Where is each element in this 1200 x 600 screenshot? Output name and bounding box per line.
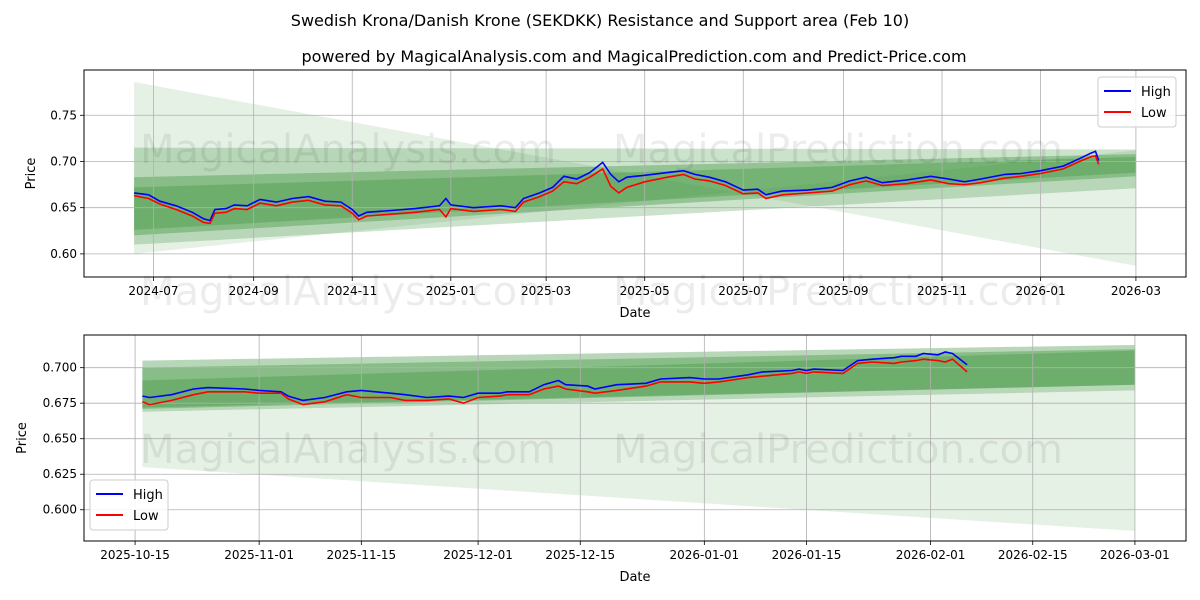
- x-tick-label: 2024-07: [128, 284, 178, 298]
- x-tick-label: 2025-01: [426, 284, 476, 298]
- top-chart: 2024-07 2024-09 2024-11 2025-01 2025-03 2025-…: [24, 69, 1187, 321]
- x-tick-label: 2026-02-15: [998, 548, 1068, 562]
- x-tick-label: 2025-10-15: [100, 548, 170, 562]
- legend-box: [1097, 76, 1177, 128]
- watermark-magicalprediction: MagicalPrediction.com: [613, 269, 1063, 315]
- x-tick-label: 2026-03: [1111, 284, 1161, 298]
- band-outer-band: [142, 344, 1135, 412]
- x-axis-label: Date: [619, 306, 650, 321]
- legend-box: [89, 479, 169, 531]
- y-tick-label: 0.60: [50, 247, 77, 261]
- legend-label-high: High: [133, 488, 163, 503]
- legend-label-high: High: [1141, 85, 1171, 100]
- watermark-magicalprediction: MagicalPrediction.com: [613, 427, 1063, 473]
- y-tick-label: 0.650: [43, 432, 77, 446]
- x-tick-label: 2025-11-15: [326, 548, 396, 562]
- x-tick-label: 2025-12-15: [545, 548, 615, 562]
- watermark-magicalanalysis: MagicalAnalysis.com: [140, 127, 556, 173]
- x-tick-label: 2026-01: [1016, 284, 1066, 298]
- x-tick-label: 2024-09: [229, 284, 279, 298]
- band-wide-fan: [142, 344, 1135, 532]
- series-high-line: [142, 351, 968, 402]
- x-tick-label: 2025-07: [718, 284, 768, 298]
- x-tick-label: 2025-12-01: [443, 548, 513, 562]
- legend-label-low: Low: [1141, 106, 1167, 121]
- band-outer-band: [134, 147, 1136, 245]
- y-tick-label: 0.70: [50, 154, 77, 168]
- watermark-magicalanalysis: MagicalAnalysis.com: [140, 269, 556, 315]
- axes-frame: [83, 334, 1187, 542]
- x-tick-label: 2025-09: [818, 284, 868, 298]
- x-axis-label: Date: [619, 570, 650, 585]
- x-tick-label: 2025-11-01: [224, 548, 294, 562]
- x-tick-label: 2025-11: [917, 284, 967, 298]
- x-tick-label: 2026-02-01: [896, 548, 966, 562]
- y-tick-label: 0.700: [43, 361, 77, 375]
- band-wide-fan: [134, 82, 1136, 266]
- watermark-magicalanalysis: MagicalAnalysis.com: [140, 427, 556, 473]
- y-tick-label: 0.65: [50, 201, 77, 215]
- x-tick-label: 2024-11: [327, 284, 377, 298]
- legend: High Low: [89, 479, 169, 531]
- y-tick-label: 0.75: [50, 108, 77, 122]
- bottom-chart: 2025-10-15 2025-11-01 2025-11-15 2025-12-01…: [15, 334, 1187, 585]
- legend: High Low: [1097, 76, 1177, 128]
- x-tick-label: 2025-05: [620, 284, 670, 298]
- chart-title: Swedish Krona/Danish Krone (SEKDKK) Resi…: [291, 11, 909, 30]
- x-tick-label: 2026-01-15: [772, 548, 842, 562]
- series-high-line: [133, 150, 1100, 222]
- series-low-line: [142, 358, 968, 406]
- legend-label-low: Low: [133, 509, 159, 524]
- y-tick-label: 0.625: [43, 467, 77, 481]
- x-tick-label: 2025-03: [521, 284, 571, 298]
- x-tick-label: 2026-03-01: [1100, 548, 1170, 562]
- series-low-line: [133, 154, 1100, 225]
- y-tick-label: 0.600: [43, 503, 77, 517]
- chart-subtitle: powered by MagicalAnalysis.com and Magic…: [301, 47, 966, 66]
- axes-frame: [83, 69, 1187, 278]
- y-axis-label: Price: [24, 158, 39, 190]
- x-tick-label: 2026-01-01: [669, 548, 739, 562]
- watermark-magicalprediction: MagicalPrediction.com: [613, 127, 1063, 173]
- y-axis-label: Price: [15, 422, 30, 454]
- y-tick-label: 0.675: [43, 396, 77, 410]
